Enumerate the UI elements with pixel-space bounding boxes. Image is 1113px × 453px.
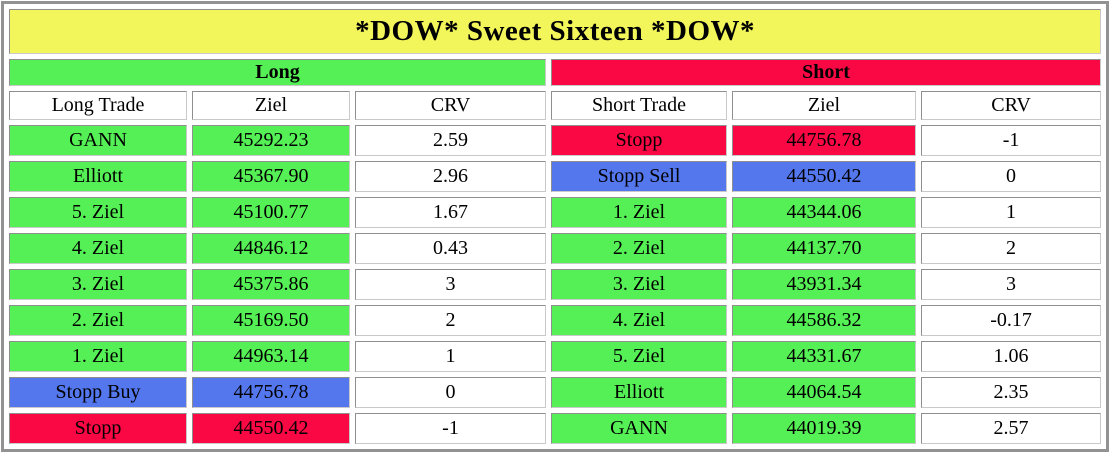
column-header-long-trade: Long Trade: [9, 91, 187, 120]
short-crv-cell: 1.06: [921, 341, 1102, 372]
long-ziel-cell: 45100.77: [192, 197, 350, 228]
column-header-short-crv: CRV: [921, 91, 1102, 120]
table-row: 1. Ziel 44963.14 1 5. Ziel 44331.67 1.06: [9, 341, 1102, 372]
section-header-long: Long: [9, 59, 546, 86]
table-row: 3. Ziel 45375.86 3 3. Ziel 43931.34 3: [9, 269, 1102, 300]
long-trade-cell: GANN: [9, 125, 187, 156]
column-header-row: Long Trade Ziel CRV Short Trade Ziel CRV: [9, 91, 1102, 120]
table-row: Stopp Buy 44756.78 0 Elliott 44064.54 2.…: [9, 377, 1102, 408]
long-ziel-cell: 45292.23: [192, 125, 350, 156]
long-crv-cell: 1: [355, 341, 546, 372]
table-row: Elliott 45367.90 2.96 Stopp Sell 44550.4…: [9, 161, 1102, 192]
short-crv-cell: 2.57: [921, 413, 1102, 444]
long-ziel-cell: 44846.12: [192, 233, 350, 264]
short-trade-cell: Stopp: [551, 125, 727, 156]
short-trade-cell: 1. Ziel: [551, 197, 727, 228]
short-ziel-cell: 43931.34: [732, 269, 916, 300]
table-row: 4. Ziel 44846.12 0.43 2. Ziel 44137.70 2: [9, 233, 1102, 264]
table-row: Stopp 44550.42 -1 GANN 44019.39 2.57: [9, 413, 1102, 444]
long-trade-cell: Elliott: [9, 161, 187, 192]
table-row: 2. Ziel 45169.50 2 4. Ziel 44586.32 -0.1…: [9, 305, 1102, 336]
long-crv-cell: 2.59: [355, 125, 546, 156]
short-trade-cell: Elliott: [551, 377, 727, 408]
column-header-long-ziel: Ziel: [192, 91, 350, 120]
short-trade-cell: 5. Ziel: [551, 341, 727, 372]
column-header-short-trade: Short Trade: [551, 91, 727, 120]
section-header-row: Long Short: [9, 59, 1102, 86]
short-ziel-cell: 44064.54: [732, 377, 916, 408]
short-crv-cell: 2.35: [921, 377, 1102, 408]
long-trade-cell: 5. Ziel: [9, 197, 187, 228]
short-ziel-cell: 44331.67: [732, 341, 916, 372]
long-crv-cell: 0.43: [355, 233, 546, 264]
short-trade-cell: Stopp Sell: [551, 161, 727, 192]
short-trade-cell: 2. Ziel: [551, 233, 727, 264]
section-header-short: Short: [551, 59, 1102, 86]
short-crv-cell: 2: [921, 233, 1102, 264]
page-title: *DOW* Sweet Sixteen *DOW*: [9, 9, 1102, 54]
long-trade-cell: 2. Ziel: [9, 305, 187, 336]
short-trade-cell: 4. Ziel: [551, 305, 727, 336]
long-ziel-cell: 44756.78: [192, 377, 350, 408]
short-crv-cell: -0.17: [921, 305, 1102, 336]
table-row: 5. Ziel 45100.77 1.67 1. Ziel 44344.06 1: [9, 197, 1102, 228]
short-ziel-cell: 44019.39: [732, 413, 916, 444]
column-header-long-crv: CRV: [355, 91, 546, 120]
long-ziel-cell: 44550.42: [192, 413, 350, 444]
long-crv-cell: 2: [355, 305, 546, 336]
long-crv-cell: 0: [355, 377, 546, 408]
long-ziel-cell: 45375.86: [192, 269, 350, 300]
long-trade-cell: Stopp: [9, 413, 187, 444]
short-crv-cell: -1: [921, 125, 1102, 156]
long-crv-cell: 1.67: [355, 197, 546, 228]
title-row: *DOW* Sweet Sixteen *DOW*: [9, 9, 1102, 54]
short-crv-cell: 1: [921, 197, 1102, 228]
short-ziel-cell: 44137.70: [732, 233, 916, 264]
short-ziel-cell: 44756.78: [732, 125, 916, 156]
long-crv-cell: 3: [355, 269, 546, 300]
long-crv-cell: 2.96: [355, 161, 546, 192]
long-ziel-cell: 45367.90: [192, 161, 350, 192]
long-trade-cell: Stopp Buy: [9, 377, 187, 408]
short-trade-cell: GANN: [551, 413, 727, 444]
short-trade-cell: 3. Ziel: [551, 269, 727, 300]
table-row: GANN 45292.23 2.59 Stopp 44756.78 -1: [9, 125, 1102, 156]
long-crv-cell: -1: [355, 413, 546, 444]
short-crv-cell: 0: [921, 161, 1102, 192]
short-ziel-cell: 44550.42: [732, 161, 916, 192]
short-crv-cell: 3: [921, 269, 1102, 300]
long-trade-cell: 1. Ziel: [9, 341, 187, 372]
long-ziel-cell: 44963.14: [192, 341, 350, 372]
short-ziel-cell: 44586.32: [732, 305, 916, 336]
column-header-short-ziel: Ziel: [732, 91, 916, 120]
long-trade-cell: 4. Ziel: [9, 233, 187, 264]
long-ziel-cell: 45169.50: [192, 305, 350, 336]
short-ziel-cell: 44344.06: [732, 197, 916, 228]
long-trade-cell: 3. Ziel: [9, 269, 187, 300]
